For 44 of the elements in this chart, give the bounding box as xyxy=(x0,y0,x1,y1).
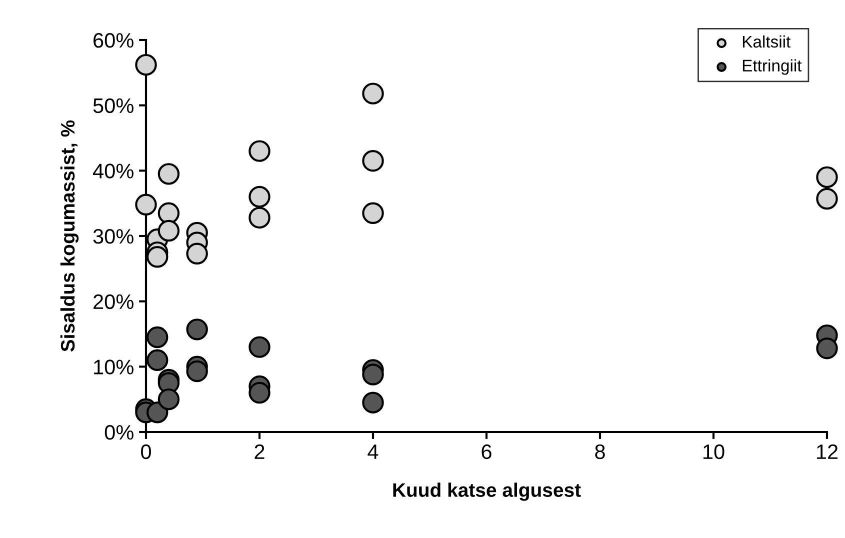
point xyxy=(248,186,270,208)
legend-label: Kaltsiit xyxy=(742,35,791,48)
point xyxy=(248,140,270,162)
y-tick-label: 10% xyxy=(94,360,134,374)
x-tick-label: 2 xyxy=(254,444,264,459)
point xyxy=(362,392,384,414)
point xyxy=(158,202,180,224)
point xyxy=(146,246,168,268)
y-tick-label: 40% xyxy=(92,164,134,178)
y-tick-label: 20% xyxy=(94,294,134,310)
y-tick-label: 50% xyxy=(93,98,134,114)
point xyxy=(146,349,168,371)
x-tick-label: 12 xyxy=(817,444,838,459)
point xyxy=(158,388,180,410)
point xyxy=(186,318,208,340)
point xyxy=(186,242,208,265)
x-tick-label: 6 xyxy=(482,444,492,460)
point xyxy=(186,360,208,382)
point xyxy=(816,338,838,360)
point xyxy=(135,194,157,216)
y-tick-label: 0% xyxy=(104,425,134,440)
point xyxy=(248,206,270,229)
point xyxy=(362,150,384,172)
x-axis-title: Kuud katse algusest xyxy=(393,482,581,501)
point xyxy=(362,202,384,224)
legend-label: Ettringiit xyxy=(742,59,802,75)
point xyxy=(158,163,180,185)
point xyxy=(135,54,157,76)
point xyxy=(146,402,168,424)
x-tick-label: 8 xyxy=(595,444,605,460)
x-tick-label: 10 xyxy=(704,444,724,460)
point xyxy=(816,166,838,188)
point xyxy=(362,364,384,386)
y-axis-title: Sisaldus kogumassist, % xyxy=(60,120,79,352)
x-tick-label: 0 xyxy=(141,444,151,460)
x-tick-label: 4 xyxy=(368,444,378,459)
point xyxy=(158,220,180,242)
point xyxy=(146,326,168,348)
y-tick-label: 30% xyxy=(93,229,134,244)
point xyxy=(248,382,270,404)
y-tick-label: 60% xyxy=(94,33,134,48)
point xyxy=(816,188,838,210)
point xyxy=(362,82,384,104)
point xyxy=(248,336,270,358)
